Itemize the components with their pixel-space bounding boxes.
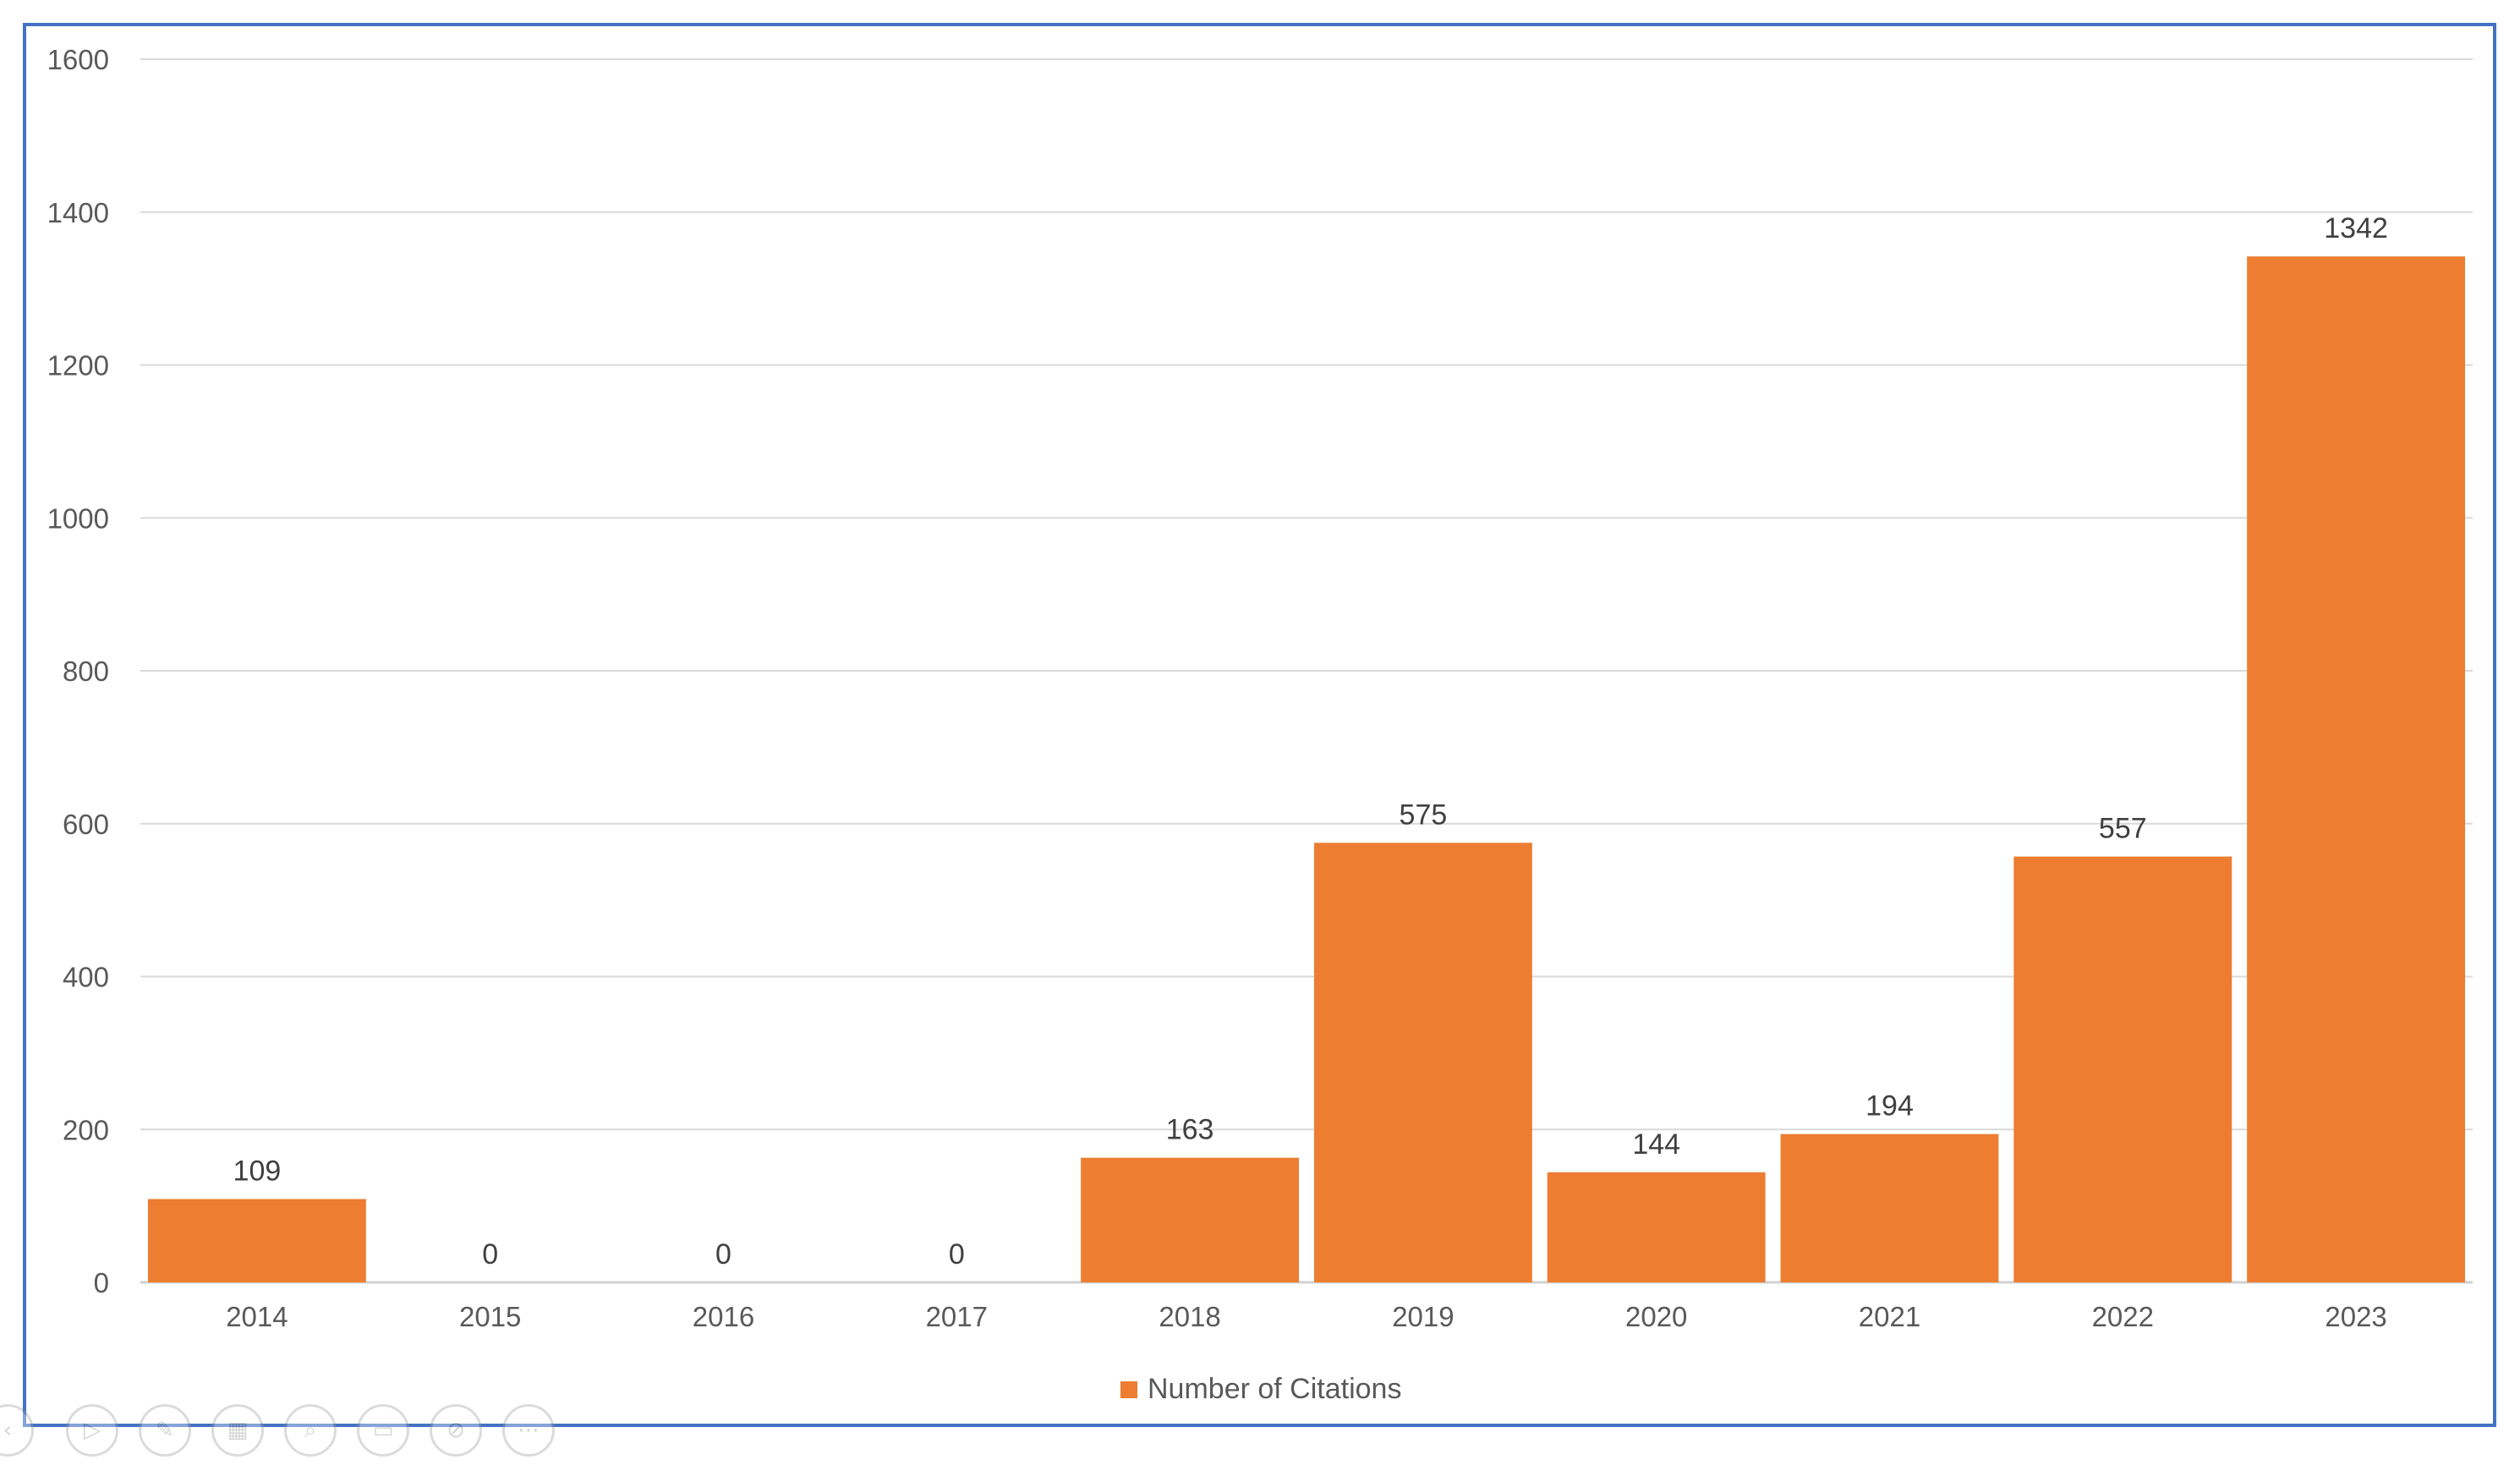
x-tick-label: 2018 (1159, 1301, 1220, 1332)
y-tick-label: 800 (63, 656, 109, 687)
bar (147, 1199, 366, 1282)
y-tick-label: 200 (63, 1114, 109, 1145)
slides-icon[interactable]: ▦ (211, 1404, 264, 1457)
bar (1547, 1172, 1766, 1282)
legend: Number of Citations (1120, 1373, 1401, 1405)
bar-value-label: 0 (715, 1238, 731, 1271)
presentation-toolbar: ‹ ▷ ✎ ▦ ⌕ ▭ ⊘ ⋯ (0, 1387, 592, 1460)
y-tick-label: 1000 (47, 502, 109, 534)
bar-value-label: 144 (1632, 1128, 1680, 1161)
subtitles-icon[interactable]: ▭ (357, 1404, 409, 1457)
bar (2013, 856, 2232, 1282)
x-tick-label: 2021 (1859, 1301, 1920, 1332)
chart-area: 0 200 400 600 800 1000 1200 1400 1600 109 0 0 0 163 5… (23, 23, 2496, 1427)
bar (1081, 1157, 1300, 1282)
bar-value-label: 575 (1400, 799, 1448, 831)
y-tick-label: 600 (63, 809, 109, 840)
bar-chart: 0 200 400 600 800 1000 1200 1400 1600 109 0 0 0 163 5… (47, 44, 2473, 1405)
bar (1780, 1133, 1999, 1282)
bar-value-label: 557 (2099, 813, 2147, 845)
bar-value-label: 0 (482, 1238, 498, 1271)
legend-swatch (1120, 1381, 1137, 1398)
bars: 109 0 0 0 163 575 144 194 557 1342 (147, 212, 2466, 1283)
bar-value-label: 109 (233, 1155, 282, 1187)
bar-value-label: 1342 (2324, 212, 2388, 244)
bar-value-label: 0 (949, 1238, 965, 1271)
y-tick-label: 1600 (47, 44, 109, 75)
x-tick-label: 2015 (459, 1301, 521, 1332)
pen-icon[interactable]: ✎ (139, 1404, 191, 1457)
camera-off-icon[interactable]: ⊘ (430, 1404, 482, 1457)
bar-value-label: 194 (1865, 1090, 1914, 1122)
bar (1313, 843, 1532, 1282)
back-icon[interactable]: ‹ (0, 1404, 34, 1457)
play-icon[interactable]: ▷ (66, 1404, 118, 1457)
x-tick-label: 2020 (1625, 1301, 1687, 1332)
y-tick-label: 0 (94, 1267, 109, 1298)
x-tick-label: 2022 (2092, 1301, 2154, 1332)
x-tick-label: 2023 (2325, 1301, 2386, 1332)
y-tick-label: 1400 (47, 197, 109, 228)
bar (2247, 256, 2466, 1283)
x-axis-ticks: 2014 2015 2016 2017 2018 2019 2020 2021 2022 2023 (226, 1301, 2387, 1332)
y-axis-ticks: 0 200 400 600 800 1000 1200 1400 1600 (47, 44, 109, 1298)
x-tick-label: 2016 (693, 1301, 754, 1332)
x-tick-label: 2014 (226, 1301, 288, 1332)
x-tick-label: 2019 (1392, 1301, 1454, 1332)
bar-value-label: 163 (1166, 1114, 1214, 1146)
zoom-icon[interactable]: ⌕ (284, 1404, 337, 1457)
y-tick-label: 1200 (47, 350, 109, 381)
x-tick-label: 2017 (926, 1301, 988, 1332)
legend-label: Number of Citations (1148, 1373, 1401, 1405)
y-tick-label: 400 (63, 962, 109, 993)
more-icon[interactable]: ⋯ (502, 1404, 555, 1457)
